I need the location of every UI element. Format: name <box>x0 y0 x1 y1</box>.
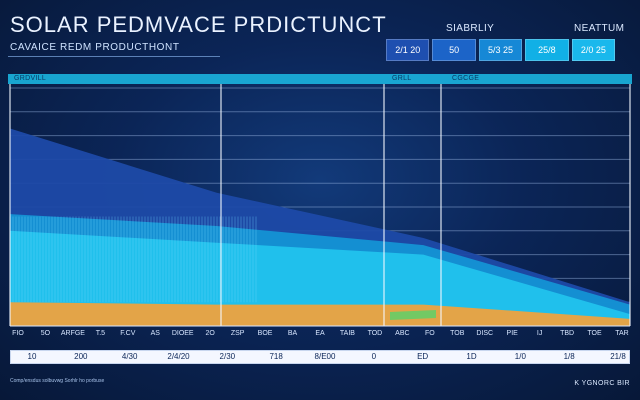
highlight-strip <box>390 310 436 320</box>
value-label: 1D <box>466 352 477 361</box>
value-label: 2/4/20 <box>167 352 190 361</box>
value-label: 1/8 <box>563 352 575 361</box>
header-label-right: NEATTUM <box>574 23 625 34</box>
x-tick-label: F.CV <box>120 330 136 337</box>
tab-bar <box>8 74 632 84</box>
x-tick-label: T.5 <box>95 330 106 337</box>
value-label: 200 <box>74 352 88 361</box>
tab-2[interactable]: GRLL <box>392 75 412 82</box>
x-tick-label: BA <box>287 330 298 337</box>
x-tick-label: PIE <box>506 330 518 337</box>
value-label: 8/E00 <box>314 352 336 361</box>
x-tick-label: TBD <box>560 330 575 337</box>
value-label: 1/0 <box>514 352 526 361</box>
value-label: 21/8 <box>610 352 626 361</box>
value-label: 4/30 <box>121 352 138 361</box>
x-tick-label: AS <box>150 330 160 337</box>
x-tick-label: TOE <box>587 330 602 337</box>
tab-1[interactable]: GRDVILL <box>14 75 47 82</box>
summary-cell[interactable]: 2/1 20 <box>386 39 430 61</box>
footer-note: Comp/ensdus solbuvwg Sorhlr ho porbuse <box>10 378 105 384</box>
x-tick-label: TOD <box>367 330 383 337</box>
value-label: 0 <box>371 352 377 361</box>
footer-brand: K YGNORC BIR <box>574 380 630 387</box>
value-label: 10 <box>27 352 37 361</box>
x-tick-label: ZSP <box>230 330 245 337</box>
x-tick-label: BOE <box>257 330 273 337</box>
x-tick-label: FIO <box>12 330 24 337</box>
value-label: 2/30 <box>219 352 236 361</box>
x-tick-label: 2O <box>205 330 215 337</box>
x-tick-row: FIO 5O ARFGE T.5 F.CV AS DIOEE 2O ZSP BOE BA EA TAIB… <box>10 330 630 342</box>
x-tick-label: 5O <box>40 330 51 337</box>
x-tick-label: TOB <box>450 330 465 337</box>
header-label-left: SIABRLIY <box>446 23 495 34</box>
area-series <box>10 230 630 326</box>
value-label: 718 <box>269 352 283 361</box>
summary-cell[interactable]: 2/0 25 <box>571 39 616 61</box>
x-tick-label: DISC <box>476 330 494 337</box>
summary-cell[interactable]: 25/8 <box>525 39 569 61</box>
page-subtitle: CAVAICE REDM PRODUCTHONT <box>10 42 180 53</box>
summary-bar: 2/1 20 50 5/3 25 25/8 2/0 25 <box>386 39 616 61</box>
summary-cell[interactable]: 50 <box>432 39 476 61</box>
value-row: 10 200 4/30 2/4/20 2/30 718 8/E00 0 ED 1D 1/0 1/8 21… <box>10 352 630 364</box>
subtitle-divider <box>8 56 220 57</box>
value-label: ED <box>417 352 429 361</box>
summary-cell[interactable]: 5/3 25 <box>478 39 523 61</box>
value-bar <box>10 350 630 364</box>
x-tick-label: TAIB <box>339 330 355 337</box>
x-tick-label: FO <box>424 330 435 337</box>
x-tick-label: IJ <box>536 330 543 337</box>
x-tick-label: DIOEE <box>171 330 194 337</box>
area-series <box>10 302 630 326</box>
page-title: SOLAR PEDMVACE PRDICTUNCT <box>10 12 387 37</box>
x-tick-label: ARFGE <box>60 330 85 337</box>
x-tick-label: TAR <box>615 330 629 337</box>
tab-3[interactable]: CGCGE <box>452 75 480 82</box>
x-tick-label: ABC <box>395 330 410 337</box>
x-tick-label: EA <box>315 330 325 337</box>
